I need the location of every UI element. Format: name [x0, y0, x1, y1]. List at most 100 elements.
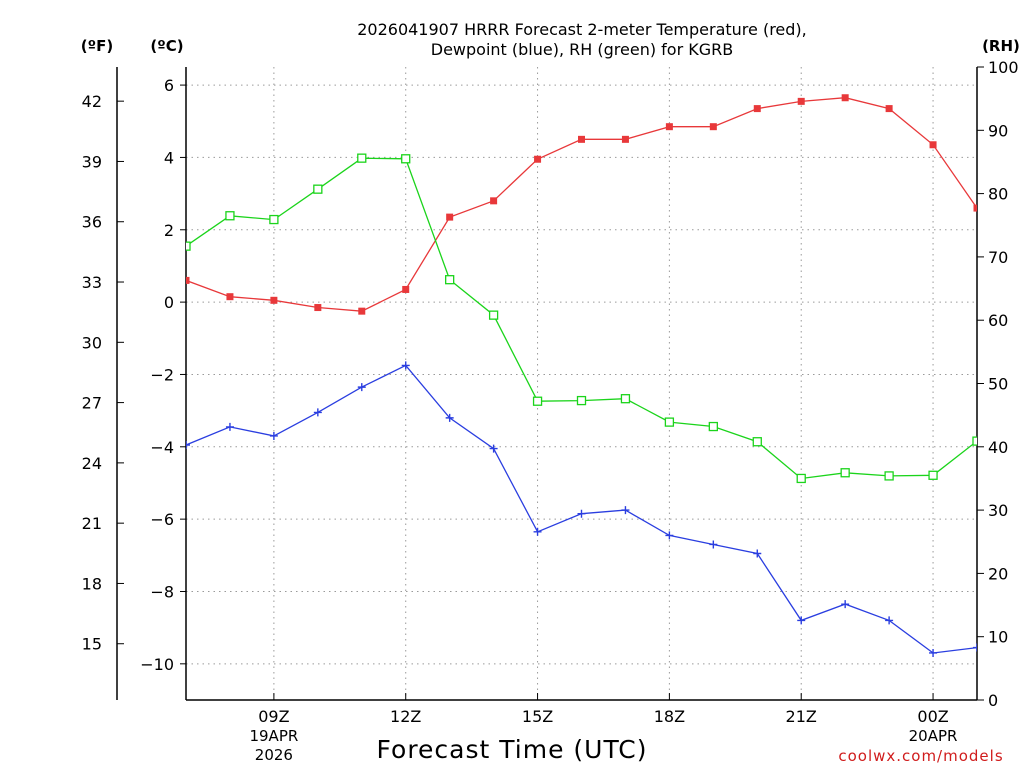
x-date-label-5: 20APR	[909, 727, 958, 745]
fahrenheit-tick-label-3: 33	[82, 273, 102, 292]
fahrenheit-tick-label-6: 24	[82, 454, 102, 473]
fahrenheit-tick-label-9: 15	[82, 635, 102, 654]
temperature-point-6	[446, 213, 454, 221]
rh-tick-label-10: 0	[988, 691, 998, 710]
dewpoint-point-5	[401, 361, 410, 370]
dewpoint-point-6	[445, 413, 454, 422]
fahrenheit-tick-label-2: 36	[82, 213, 102, 232]
rh-tick-label-7: 30	[988, 501, 1008, 520]
temperature-point-4	[358, 307, 366, 315]
celsius-tick-label-8: −10	[140, 655, 174, 674]
temperature-point-15	[841, 94, 849, 102]
celsius-unit-label: (ºC)	[150, 37, 183, 55]
rh-point-13	[752, 437, 762, 447]
dewpoint-point-15	[841, 600, 850, 609]
fahrenheit-tick-label-7: 21	[82, 514, 102, 533]
rh-point-5	[401, 154, 411, 164]
rh-tick-label-5: 50	[988, 375, 1008, 394]
rh-line	[186, 157, 977, 480]
dewpoint-point-12	[709, 540, 718, 549]
x-tick-label-3: 18Z	[654, 707, 685, 726]
temperature-point-18	[973, 204, 977, 212]
rh-tick-label-6: 40	[988, 438, 1008, 457]
rh-tick-label-1: 90	[988, 121, 1008, 140]
rh-point-11	[664, 417, 675, 427]
temperature-point-0	[186, 276, 190, 284]
chart-title-line2: Dewpoint (blue), RH (green) for KGRB	[431, 40, 733, 59]
temperature-point-12	[709, 123, 717, 131]
temperature-point-8	[534, 155, 542, 163]
rh-point-1	[225, 211, 235, 221]
axes: 6420−2−4−6−8−104239363330272421181510090…	[82, 58, 1019, 764]
celsius-tick-label-5: −4	[150, 438, 174, 457]
series	[186, 94, 977, 657]
rh-tick-label-9: 10	[988, 628, 1008, 647]
dewpoint-line	[186, 364, 977, 654]
credit-text: coolwx.com/models	[838, 747, 1003, 765]
rh-tick-label-4: 60	[988, 311, 1008, 330]
dewpoint-point-16	[885, 616, 894, 625]
dewpoint-point-8	[533, 527, 542, 536]
dewpoint-point-4	[357, 383, 366, 392]
temperature-point-7	[490, 197, 498, 205]
rh-point-12	[708, 421, 718, 432]
rh-point-14	[796, 473, 806, 484]
temperature-line	[186, 97, 977, 312]
x-tick-label-0: 09Z	[258, 707, 289, 726]
celsius-tick-label-3: 0	[164, 293, 174, 312]
dewpoint-point-1	[225, 422, 234, 431]
x-axis-title: Forecast Time (UTC)	[377, 735, 648, 764]
celsius-tick-label-6: −6	[150, 510, 174, 529]
rh-point-8	[532, 396, 543, 406]
rh-point-3	[313, 184, 323, 194]
temperature-point-16	[885, 105, 893, 113]
fahrenheit-tick-label-5: 27	[82, 394, 102, 413]
dewpoint-point-7	[489, 444, 498, 453]
fahrenheit-tick-label-0: 42	[82, 92, 102, 111]
dewpoint-point-10	[621, 506, 630, 515]
temperature-point-17	[929, 141, 937, 149]
temperature-point-3	[314, 304, 322, 312]
dewpoint-point-17	[929, 648, 938, 657]
fahrenheit-tick-label-4: 30	[82, 333, 102, 352]
x-date-label-0: 19APR	[249, 727, 298, 745]
celsius-tick-label-4: −2	[150, 365, 174, 384]
temperature-point-11	[665, 123, 673, 131]
dewpoint-point-13	[753, 549, 762, 558]
dewpoint-point-2	[269, 431, 278, 440]
celsius-tick-label-1: 4	[164, 148, 174, 167]
rh-point-0	[186, 241, 191, 251]
chart-title: 2026041907 HRRR Forecast 2-meter Tempera…	[357, 20, 807, 59]
celsius-tick-label-0: 6	[164, 76, 174, 95]
temperature-point-1	[226, 293, 234, 301]
dewpoint-point-9	[577, 509, 586, 518]
temperature-point-9	[578, 135, 585, 143]
x-tick-label-1: 12Z	[390, 707, 421, 726]
chart-title-line1: 2026041907 HRRR Forecast 2-meter Tempera…	[357, 20, 807, 39]
rh-point-17	[928, 470, 938, 480]
rh-point-9	[576, 395, 587, 406]
dewpoint-point-0	[186, 440, 190, 449]
x-tick-label-4: 21Z	[786, 707, 817, 726]
rh-tick-label-8: 20	[988, 564, 1008, 583]
rh-tick-label-0: 100	[988, 58, 1019, 77]
rh-point-4	[357, 153, 367, 163]
x-tick-label-2: 15Z	[522, 707, 553, 726]
temperature-point-2	[270, 296, 278, 304]
fahrenheit-tick-label-1: 39	[82, 152, 102, 171]
gridlines	[186, 67, 977, 700]
rh-tick-label-2: 80	[988, 185, 1008, 204]
fahrenheit-tick-label-8: 18	[82, 574, 102, 593]
rh-point-2	[269, 214, 279, 225]
fahrenheit-unit-label: (ºF)	[81, 37, 113, 55]
dewpoint-point-3	[313, 408, 322, 417]
rh-point-6	[445, 275, 455, 285]
celsius-tick-label-7: −8	[150, 582, 174, 601]
rh-tick-label-3: 70	[988, 248, 1008, 267]
x-year-label-0: 2026	[255, 746, 293, 764]
x-tick-label-5: 00Z	[917, 707, 948, 726]
rh-point-16	[884, 471, 894, 481]
dewpoint-point-18	[973, 643, 977, 652]
temperature-point-14	[797, 97, 805, 105]
